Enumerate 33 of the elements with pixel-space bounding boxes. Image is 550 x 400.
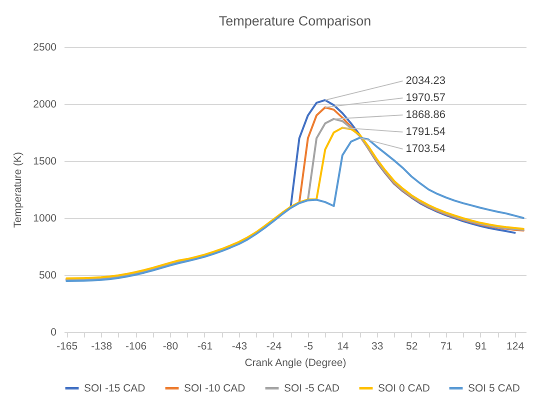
- x-tick-label: -165: [56, 340, 78, 352]
- data-label: 1970.57: [406, 92, 446, 104]
- x-tick-label: -24: [266, 340, 282, 352]
- y-tick-label: 0: [50, 326, 57, 338]
- x-tick-label: -106: [126, 340, 147, 352]
- x-tick-label: -43: [232, 340, 248, 352]
- legend-label: SOI -10 CAD: [184, 382, 246, 394]
- x-tick-label: 33: [372, 340, 384, 352]
- x-tick-label: 52: [406, 340, 418, 352]
- y-tick-label: 1000: [33, 212, 57, 224]
- x-tick-label: -5: [304, 340, 314, 352]
- x-tick-label: -138: [91, 340, 112, 352]
- legend-label: SOI 0 CAD: [378, 382, 430, 394]
- legend-label: SOI -15 CAD: [84, 382, 146, 394]
- legend-label: SOI -5 CAD: [284, 382, 340, 394]
- y-tick-label: 1500: [33, 156, 57, 168]
- data-label: 1703.54: [406, 143, 446, 155]
- x-tick-label: -61: [197, 340, 213, 352]
- x-tick-label: 124: [506, 340, 524, 352]
- x-tick-label: -80: [162, 340, 178, 352]
- y-axis-title: Temperature (K): [12, 152, 24, 228]
- x-tick-label: 71: [440, 340, 452, 352]
- data-label: 2034.23: [406, 75, 446, 87]
- x-tick-label: 14: [337, 340, 349, 352]
- chart-title: Temperature Comparison: [218, 14, 372, 28]
- x-tick-label: 91: [474, 340, 487, 352]
- data-label: 1791.54: [406, 126, 446, 138]
- x-axis-title: Crank Angle (Degree): [244, 357, 346, 369]
- legend-label: SOI 5 CAD: [468, 382, 520, 394]
- y-tick-label: 500: [38, 270, 57, 282]
- y-tick-label: 2500: [33, 42, 57, 54]
- data-label: 1868.86: [406, 109, 446, 121]
- y-tick-label: 2000: [33, 98, 57, 110]
